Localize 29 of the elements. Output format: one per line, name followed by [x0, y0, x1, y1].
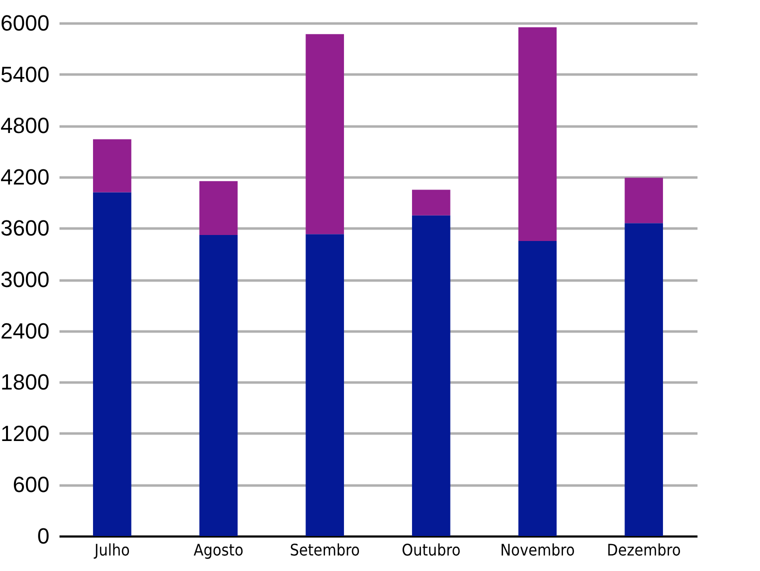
bar [199, 181, 238, 236]
bar [199, 235, 238, 536]
y-tick-label: 1200 [0, 420, 50, 446]
y-tick-label: 4200 [0, 164, 50, 190]
x-tick-label: Agosto [194, 540, 244, 560]
y-tick-label: 2400 [0, 318, 50, 344]
bar [93, 139, 132, 192]
bar [624, 178, 663, 224]
y-tick-label: 1800 [0, 370, 50, 395]
y-tick-label: 0 [37, 524, 50, 548]
y-tick-label: 4800 [0, 113, 50, 138]
bar [518, 241, 557, 536]
y-tick-label: 5400 [0, 62, 50, 87]
bar [412, 190, 450, 216]
bar [93, 192, 132, 536]
x-tick-label: Outubro [402, 540, 461, 560]
y-tick-label: 3000 [0, 267, 50, 292]
bar [518, 27, 557, 242]
x-tick-label: Julho [94, 540, 130, 560]
x-tick-label: Dezembro [606, 540, 681, 560]
x-tick-label: Novembro [500, 540, 575, 560]
bar [412, 215, 450, 536]
y-tick-label: 6000 [0, 10, 50, 36]
y-tick-label: 600 [12, 472, 50, 498]
x-tick-label: Setembro [290, 540, 360, 560]
bar [624, 223, 663, 536]
y-tick-label: 3600 [0, 216, 50, 241]
bar [306, 34, 344, 234]
bar [306, 234, 344, 536]
